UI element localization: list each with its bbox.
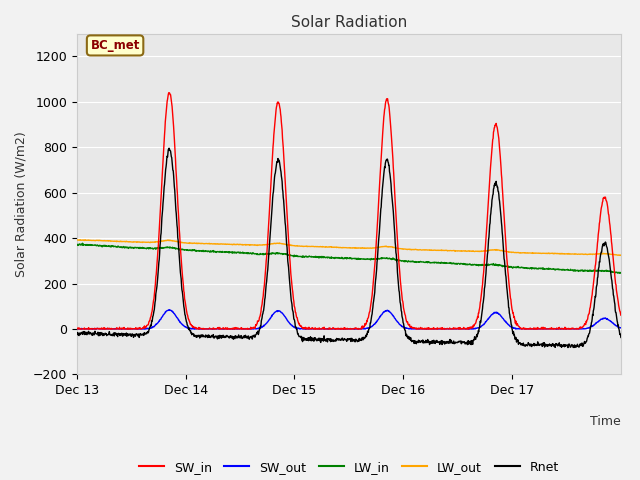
Rnet (181, 312, 189, 318)
Text: BC_met: BC_met (90, 39, 140, 52)
Rnet (255, 328, 263, 334)
Text: Time: Time (590, 415, 621, 428)
SW_in (505, 281, 513, 287)
LW_in (195, 248, 202, 253)
SW_out (255, 325, 263, 331)
Rnet (505, 305, 513, 311)
Rnet (73, 330, 81, 336)
SW_in (434, 325, 442, 331)
LW_out (553, 251, 561, 256)
SW_out (617, 325, 625, 331)
SW_in (73, 326, 81, 332)
LW_out (255, 242, 263, 248)
Title: Solar Radiation: Solar Radiation (291, 15, 407, 30)
SW_out (166, 307, 173, 312)
LW_in (553, 266, 561, 272)
Rnet (434, 339, 442, 345)
SW_in (553, 325, 561, 331)
SW_in (165, 90, 173, 96)
Rnet (617, 335, 625, 340)
LW_out (73, 237, 81, 243)
LW_out (616, 252, 624, 258)
LW_out (181, 240, 189, 246)
Line: LW_out: LW_out (77, 240, 621, 255)
LW_in (79, 240, 86, 246)
Y-axis label: Solar Radiation (W/m2): Solar Radiation (W/m2) (14, 131, 27, 277)
Line: LW_in: LW_in (77, 243, 621, 273)
Rnet (165, 145, 173, 151)
Legend: SW_in, SW_out, LW_in, LW_out, Rnet: SW_in, SW_out, LW_in, LW_out, Rnet (134, 456, 564, 479)
Rnet (195, 334, 202, 339)
SW_in (182, 300, 189, 306)
SW_out (434, 326, 442, 332)
LW_in (255, 252, 263, 258)
LW_out (617, 252, 625, 258)
LW_in (614, 270, 621, 276)
SW_out (195, 326, 202, 332)
LW_in (617, 270, 625, 276)
SW_out (553, 326, 561, 332)
LW_out (77, 237, 84, 242)
LW_in (434, 260, 442, 266)
LW_in (73, 242, 81, 248)
Line: SW_out: SW_out (77, 310, 621, 329)
SW_out (182, 324, 189, 330)
Rnet (564, 345, 572, 350)
LW_in (181, 247, 189, 253)
LW_out (434, 247, 442, 253)
Rnet (553, 341, 561, 347)
Line: Rnet: Rnet (77, 148, 621, 348)
SW_in (255, 315, 263, 321)
LW_out (505, 249, 513, 254)
SW_in (74, 326, 81, 332)
SW_out (73, 326, 81, 332)
LW_in (505, 264, 513, 270)
Line: SW_in: SW_in (77, 93, 621, 329)
SW_out (74, 326, 82, 332)
SW_out (505, 322, 513, 328)
LW_out (195, 240, 202, 246)
SW_in (617, 312, 625, 318)
SW_in (195, 326, 202, 332)
